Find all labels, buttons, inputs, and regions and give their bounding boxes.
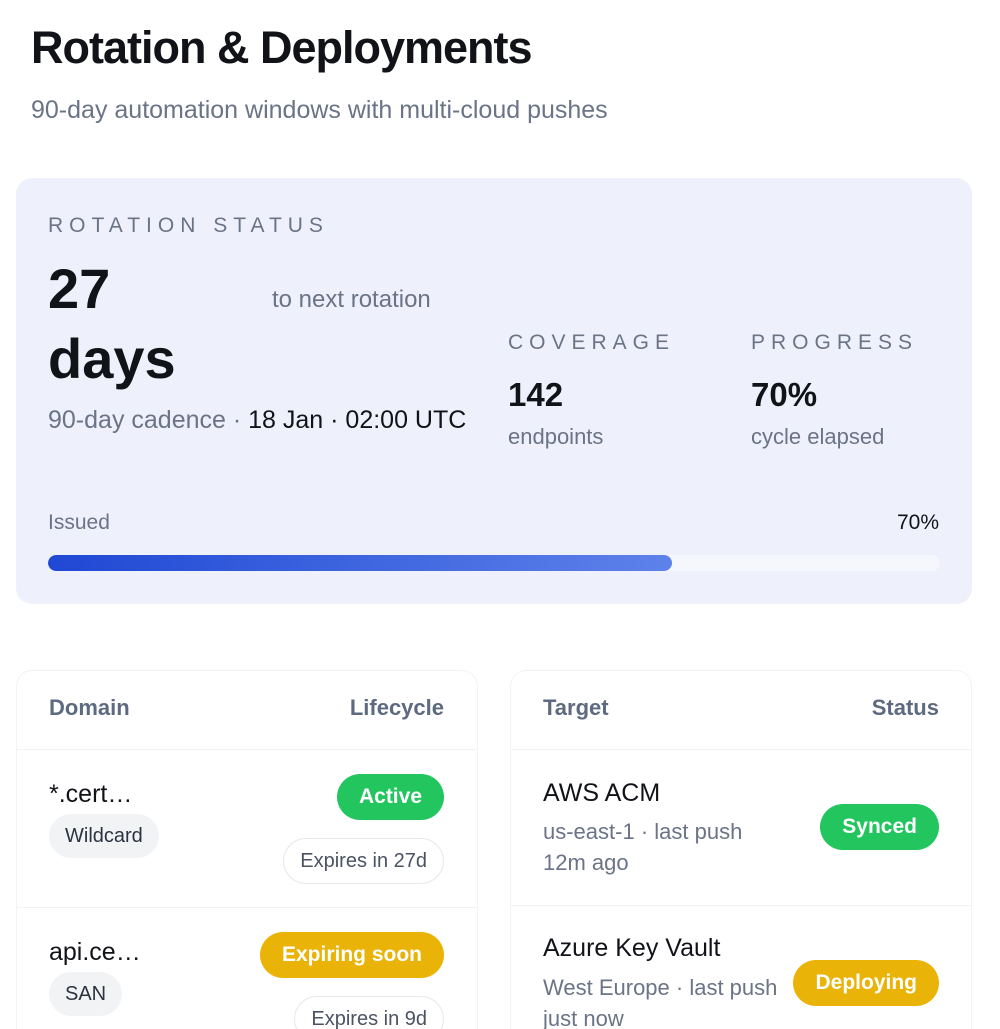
table-row[interactable]: AWS ACM us-east-1 · last push 12m ago Sy… [511, 749, 971, 905]
expiry-chip: Expires in 27d [283, 838, 444, 884]
expiry-chip: Expires in 9d [294, 996, 444, 1029]
days-remaining: 27 days [48, 257, 176, 390]
target-name: Azure Key Vault [543, 934, 721, 962]
column-header-domain: Domain [49, 695, 130, 720]
progress-label: PROGRESS [751, 331, 919, 354]
status-badge: Synced [820, 804, 939, 850]
rotation-status-label: ROTATION STATUS [48, 214, 329, 237]
domain-type-tag: Wildcard [49, 814, 159, 858]
progress-value: 70% [751, 376, 818, 413]
coverage-caption: endpoints [508, 424, 604, 449]
target-meta: West Europe · last push just now [543, 975, 778, 1029]
page-subtitle: 90-day automation windows with multi-clo… [31, 96, 608, 124]
next-rotation-date: 18 Jan · 02:00 UTC [248, 406, 467, 434]
status-badge: Expiring soon [259, 932, 444, 978]
target-meta: us-east-1 · last push 12m ago [543, 819, 743, 875]
table-row[interactable]: api.ce… SAN Expiring soon Expires in 9d [17, 907, 477, 1029]
column-header-target: Target [543, 695, 609, 720]
status-badge: Active [336, 774, 444, 820]
rotation-status-card: ROTATION STATUS 27 days to next rotation… [16, 178, 972, 604]
progress-caption: cycle elapsed [751, 424, 885, 449]
table-row[interactable]: *.cert… Wildcard Active Expires in 27d [17, 749, 477, 907]
coverage-label: COVERAGE [508, 331, 676, 354]
days-caption: to next rotation [272, 286, 431, 313]
status-badge: Deploying [793, 960, 939, 1006]
target-name: AWS ACM [543, 779, 661, 807]
cadence-text: 90-day cadence · [48, 406, 242, 434]
domains-table: Domain Lifecycle *.cert… Wildcard Active… [16, 670, 478, 1029]
cadence-line: 90-day cadence · 18 Jan · 02:00 UTC [48, 400, 468, 440]
progress-bar-right-label: 70% [896, 511, 939, 534]
targets-table: Target Status AWS ACM us-east-1 · last p… [510, 670, 972, 1029]
column-header-lifecycle: Lifecycle [349, 695, 444, 720]
column-header-status: Status [871, 695, 939, 720]
domain-name: api.ce… [49, 938, 141, 966]
progress-bar-left-label: Issued [48, 511, 110, 534]
progress-bar [48, 555, 940, 571]
table-row[interactable]: Azure Key Vault West Europe · last push … [511, 905, 971, 1029]
domain-type-tag: SAN [49, 972, 123, 1016]
page-title: Rotation & Deployments [31, 22, 533, 73]
domain-name: *.cert… [49, 780, 133, 808]
coverage-value: 142 [508, 376, 564, 413]
progress-bar-fill [48, 555, 673, 571]
